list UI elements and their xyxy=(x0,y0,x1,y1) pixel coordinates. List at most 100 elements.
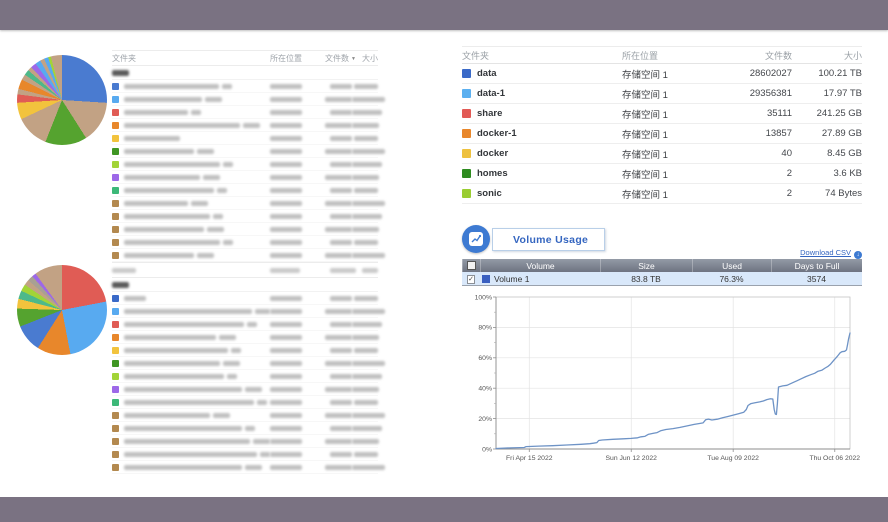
redacted-text xyxy=(112,281,129,288)
folder-location: 存储空间 1 xyxy=(622,109,668,121)
table-row[interactable] xyxy=(112,344,378,357)
volume-days: 3574 xyxy=(807,273,826,284)
table-row[interactable] xyxy=(112,370,382,383)
folder-color-chip xyxy=(112,173,119,181)
redacted-header xyxy=(270,267,300,273)
download-csv-link[interactable]: Download CSV ↓ xyxy=(462,248,862,259)
folder-color-chip xyxy=(112,212,119,220)
table-row[interactable] xyxy=(112,119,379,132)
folder-name: homes xyxy=(477,168,508,179)
folder-count: 29356381 xyxy=(749,88,792,99)
table-row[interactable]: homes 存储空间 1 2 3.6 KB xyxy=(462,164,862,184)
table-row[interactable] xyxy=(112,210,382,223)
select-all-checkbox[interactable] xyxy=(462,259,480,272)
table-row[interactable] xyxy=(112,223,379,236)
folder-color-chip xyxy=(112,160,119,168)
folder-color-chip xyxy=(462,89,471,98)
column-header-location[interactable]: 所在位置 xyxy=(270,53,302,63)
table-row[interactable] xyxy=(112,197,385,210)
table-row[interactable] xyxy=(112,357,385,370)
table-row[interactable] xyxy=(112,184,378,197)
table-row[interactable] xyxy=(112,448,378,461)
column-header-size[interactable]: 大小 xyxy=(362,53,378,63)
table-row[interactable] xyxy=(112,93,385,106)
folder-name: docker xyxy=(477,148,509,159)
table-body: data 存储空间 1 28602027 100.21 TB data-1 存储空间 1 2… xyxy=(462,64,862,204)
folder-count: 2 xyxy=(786,188,792,199)
folder-color-chip xyxy=(112,346,119,354)
table-row[interactable] xyxy=(112,409,385,422)
folder-color-chip xyxy=(112,294,119,302)
table-row[interactable] xyxy=(112,331,379,344)
folder-table: 文件夹 所在位置 文件数 大小 data 存储空间 1 28602027 100.21… xyxy=(462,46,862,204)
folder-pie-chart-bottom xyxy=(17,265,107,355)
folder-size: 241.25 GB xyxy=(816,108,862,119)
table-row[interactable]: docker 存储空间 1 40 8.45 GB xyxy=(462,144,862,164)
redacted-header xyxy=(330,267,356,273)
folder-color-chip xyxy=(462,189,471,198)
download-icon: ↓ xyxy=(854,251,862,259)
table-row[interactable] xyxy=(112,435,379,448)
volume-usage-tab[interactable]: Volume Usage xyxy=(492,228,606,251)
column-header-folder[interactable]: 文件夹 xyxy=(112,53,136,63)
table-row[interactable] xyxy=(112,236,378,249)
folder-color-chip xyxy=(462,109,471,118)
column-header-folder[interactable]: 文件夹 xyxy=(462,50,490,61)
table-row[interactable] xyxy=(112,158,382,171)
folder-color-chip xyxy=(112,199,119,207)
column-header-count[interactable]: 文件数 xyxy=(764,50,792,61)
folder-name: data xyxy=(477,68,497,79)
column-header-size[interactable]: Size xyxy=(600,259,692,272)
parent-folder-row[interactable] xyxy=(112,66,378,80)
svg-text:Fri Apr 15 2022: Fri Apr 15 2022 xyxy=(506,455,553,462)
volume-checkbox[interactable]: ✓ xyxy=(467,275,475,284)
parent-folder-row[interactable] xyxy=(112,278,378,292)
folder-color-chip xyxy=(112,398,119,406)
table-row[interactable] xyxy=(112,292,378,305)
folder-color-chip xyxy=(112,359,119,367)
table-row[interactable]: share 存储空间 1 35111 241.25 GB xyxy=(462,104,862,124)
folder-color-chip xyxy=(462,129,471,138)
table-row[interactable] xyxy=(112,249,385,262)
folder-color-chip xyxy=(112,437,119,445)
folder-table-top-blurred: 文件夹 所在位置 文件数 ▼ 大小 xyxy=(112,50,385,262)
table-row[interactable] xyxy=(112,461,385,474)
sort-desc-icon: ▼ xyxy=(351,55,356,62)
table-row[interactable] xyxy=(112,80,378,93)
volume-used: 76.3% xyxy=(719,273,744,284)
table-row[interactable]: data-1 存储空间 1 29356381 17.97 TB xyxy=(462,84,862,104)
column-header-size[interactable]: 大小 xyxy=(843,50,862,61)
folder-color-chip xyxy=(112,450,119,458)
redacted-header xyxy=(112,267,136,273)
column-header-used[interactable]: Used xyxy=(692,259,771,272)
table-row[interactable] xyxy=(112,422,382,435)
column-header-days[interactable]: Days to Full xyxy=(771,259,862,272)
table-row[interactable]: sonic 存储空间 1 2 74 Bytes xyxy=(462,184,862,204)
folder-color-chip xyxy=(112,424,119,432)
volume-row[interactable]: ✓ Volume 1 83.8 TB 76.3% 3574 xyxy=(462,272,862,286)
table-row[interactable] xyxy=(112,396,378,409)
table-row[interactable] xyxy=(112,318,382,331)
folder-pie-chart-top xyxy=(17,55,107,145)
table-row[interactable] xyxy=(112,171,379,184)
volume-table-header: Volume Size Used Days to Full xyxy=(462,259,862,272)
folder-color-chip xyxy=(112,251,119,259)
volume-table: Volume Size Used Days to Full ✓ Volume 1… xyxy=(462,259,862,286)
table-row[interactable] xyxy=(112,145,385,158)
table-row[interactable]: data 存储空间 1 28602027 100.21 TB xyxy=(462,64,862,84)
table-row[interactable] xyxy=(112,305,385,318)
column-header-volume[interactable]: Volume xyxy=(480,259,600,272)
table-row[interactable] xyxy=(112,132,378,145)
table-row[interactable] xyxy=(112,383,379,396)
table-body xyxy=(112,80,385,262)
folder-location: 存储空间 1 xyxy=(622,89,668,101)
column-header-count[interactable]: 文件数 ▼ xyxy=(325,53,356,63)
folder-name: share xyxy=(477,108,503,119)
folder-color-chip xyxy=(112,134,119,142)
volume-size: 83.8 TB xyxy=(631,273,661,284)
table-row[interactable] xyxy=(112,106,382,119)
table-row[interactable]: docker-1 存储空间 1 13857 27.89 GB xyxy=(462,124,862,144)
folder-count: 13857 xyxy=(765,128,792,139)
column-header-location[interactable]: 所在位置 xyxy=(622,50,659,61)
